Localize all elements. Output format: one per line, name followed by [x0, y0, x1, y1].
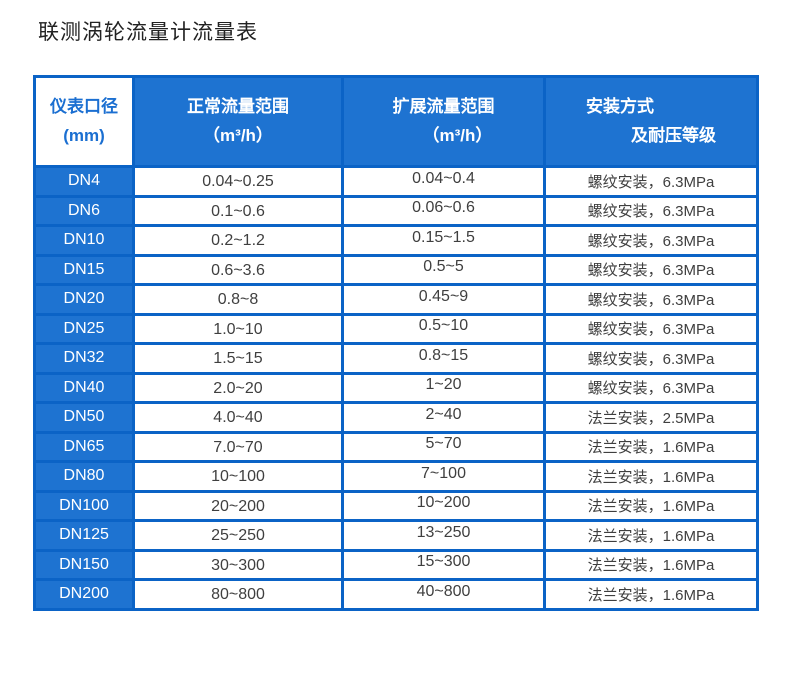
normal-range-cell: 7.0~70 — [132, 430, 344, 463]
table-body: DN4 0.04~0.25 0.04~0.4 螺纹安装，6.3MPa DN6 0… — [33, 165, 759, 611]
extended-range-cell: 13~250 — [341, 519, 546, 552]
normal-range-cell: 0.2~1.2 — [132, 224, 344, 257]
dn-cell: DN50 — [33, 401, 135, 434]
install-cell: 螺纹安装，6.3MPa — [543, 165, 759, 198]
install-cell: 法兰安装，1.6MPa — [543, 578, 759, 611]
dn-cell: DN25 — [33, 312, 135, 345]
flow-rate-table: 仪表口径 (mm) 正常流量范围 （m³/h） 扩展流量范围 （m³/h） 安装… — [33, 75, 759, 611]
normal-range-cell: 1.0~10 — [132, 312, 344, 345]
table-header: 仪表口径 (mm) 正常流量范围 （m³/h） 扩展流量范围 （m³/h） 安装… — [33, 75, 759, 168]
extended-range-cell: 15~300 — [341, 548, 546, 581]
dn-cell: DN65 — [33, 430, 135, 463]
table-row: DN6 0.1~0.6 0.06~0.6 螺纹安装，6.3MPa — [33, 194, 759, 227]
extended-range-cell: 0.8~15 — [341, 342, 546, 375]
table-row: DN50 4.0~40 2~40 法兰安装，2.5MPa — [33, 401, 759, 434]
header-extended-line2: （m³/h） — [422, 125, 493, 145]
normal-range-cell: 30~300 — [132, 548, 344, 581]
dn-cell: DN15 — [33, 253, 135, 286]
table-row: DN150 30~300 15~300 法兰安装，1.6MPa — [33, 548, 759, 581]
table-row: DN4 0.04~0.25 0.04~0.4 螺纹安装，6.3MPa — [33, 165, 759, 198]
extended-range-cell: 0.45~9 — [341, 283, 546, 316]
extended-range-cell: 0.04~0.4 — [341, 165, 546, 198]
dn-cell: DN20 — [33, 283, 135, 316]
dn-cell: DN150 — [33, 548, 135, 581]
install-cell: 螺纹安装，6.3MPa — [543, 253, 759, 286]
table-row: DN40 2.0~20 1~20 螺纹安装，6.3MPa — [33, 371, 759, 404]
extended-range-cell: 7~100 — [341, 460, 546, 493]
extended-range-cell: 0.5~5 — [341, 253, 546, 286]
install-cell: 法兰安装，1.6MPa — [543, 460, 759, 493]
dn-cell: DN100 — [33, 489, 135, 522]
header-normal-line2: （m³/h） — [203, 125, 273, 145]
table-row: DN65 7.0~70 5~70 法兰安装，1.6MPa — [33, 430, 759, 463]
table-row: DN15 0.6~3.6 0.5~5 螺纹安装，6.3MPa — [33, 253, 759, 286]
extended-range-cell: 10~200 — [341, 489, 546, 522]
normal-range-cell: 1.5~15 — [132, 342, 344, 375]
install-cell: 螺纹安装，6.3MPa — [543, 224, 759, 257]
header-install-line1: 安装方式 — [586, 96, 654, 116]
normal-range-cell: 0.8~8 — [132, 283, 344, 316]
header-install-line2: 及耐压等级 — [631, 125, 716, 145]
extended-range-cell: 0.15~1.5 — [341, 224, 546, 257]
dn-cell: DN40 — [33, 371, 135, 404]
dn-cell: DN4 — [33, 165, 135, 198]
extended-range-cell: 5~70 — [341, 430, 546, 463]
table-row: DN10 0.2~1.2 0.15~1.5 螺纹安装，6.3MPa — [33, 224, 759, 257]
dn-cell: DN125 — [33, 519, 135, 552]
table-row: DN80 10~100 7~100 法兰安装，1.6MPa — [33, 460, 759, 493]
header-normal-line1: 正常流量范围 — [187, 96, 289, 116]
normal-range-cell: 0.6~3.6 — [132, 253, 344, 286]
normal-range-cell: 2.0~20 — [132, 371, 344, 404]
normal-range-cell: 0.1~0.6 — [132, 194, 344, 227]
normal-range-cell: 20~200 — [132, 489, 344, 522]
header-row: 仪表口径 (mm) 正常流量范围 （m³/h） 扩展流量范围 （m³/h） 安装… — [33, 75, 759, 168]
table-row: DN25 1.0~10 0.5~10 螺纹安装，6.3MPa — [33, 312, 759, 345]
header-cell-install: 安装方式 及耐压等级 — [543, 75, 759, 168]
extended-range-cell: 0.06~0.6 — [341, 194, 546, 227]
page-title: 联测涡轮流量计流量表 — [38, 21, 258, 44]
table-row: DN32 1.5~15 0.8~15 螺纹安装，6.3MPa — [33, 342, 759, 375]
install-cell: 螺纹安装，6.3MPa — [543, 283, 759, 316]
normal-range-cell: 4.0~40 — [132, 401, 344, 434]
install-cell: 螺纹安装，6.3MPa — [543, 312, 759, 345]
dn-cell: DN6 — [33, 194, 135, 227]
install-cell: 螺纹安装，6.3MPa — [543, 371, 759, 404]
normal-range-cell: 80~800 — [132, 578, 344, 611]
header-cell-normal-range: 正常流量范围 （m³/h） — [132, 75, 344, 168]
dn-cell: DN200 — [33, 578, 135, 611]
dn-cell: DN32 — [33, 342, 135, 375]
normal-range-cell: 25~250 — [132, 519, 344, 552]
install-cell: 螺纹安装，6.3MPa — [543, 194, 759, 227]
normal-range-cell: 10~100 — [132, 460, 344, 493]
dn-cell: DN80 — [33, 460, 135, 493]
header-cell-diameter: 仪表口径 (mm) — [33, 75, 135, 168]
install-cell: 法兰安装，2.5MPa — [543, 401, 759, 434]
header-extended-line1: 扩展流量范围 — [392, 96, 495, 116]
extended-range-cell: 0.5~10 — [341, 312, 546, 345]
table-row: DN100 20~200 10~200 法兰安装，1.6MPa — [33, 489, 759, 522]
normal-range-cell: 0.04~0.25 — [132, 165, 344, 198]
install-cell: 法兰安装，1.6MPa — [543, 430, 759, 463]
install-cell: 法兰安装，1.6MPa — [543, 548, 759, 581]
table-row: DN20 0.8~8 0.45~9 螺纹安装，6.3MPa — [33, 283, 759, 316]
extended-range-cell: 2~40 — [341, 401, 546, 434]
dn-cell: DN10 — [33, 224, 135, 257]
install-cell: 螺纹安装，6.3MPa — [543, 342, 759, 375]
header-diameter-line1: 仪表口径 — [50, 96, 118, 116]
table-row: DN200 80~800 40~800 法兰安装，1.6MPa — [33, 578, 759, 611]
extended-range-cell: 40~800 — [341, 578, 546, 611]
extended-range-cell: 1~20 — [341, 371, 546, 404]
table-row: DN125 25~250 13~250 法兰安装，1.6MPa — [33, 519, 759, 552]
install-cell: 法兰安装，1.6MPa — [543, 519, 759, 552]
header-diameter-line2: (mm) — [63, 125, 105, 145]
install-cell: 法兰安装，1.6MPa — [543, 489, 759, 522]
header-cell-extended-range: 扩展流量范围 （m³/h） — [341, 75, 546, 168]
